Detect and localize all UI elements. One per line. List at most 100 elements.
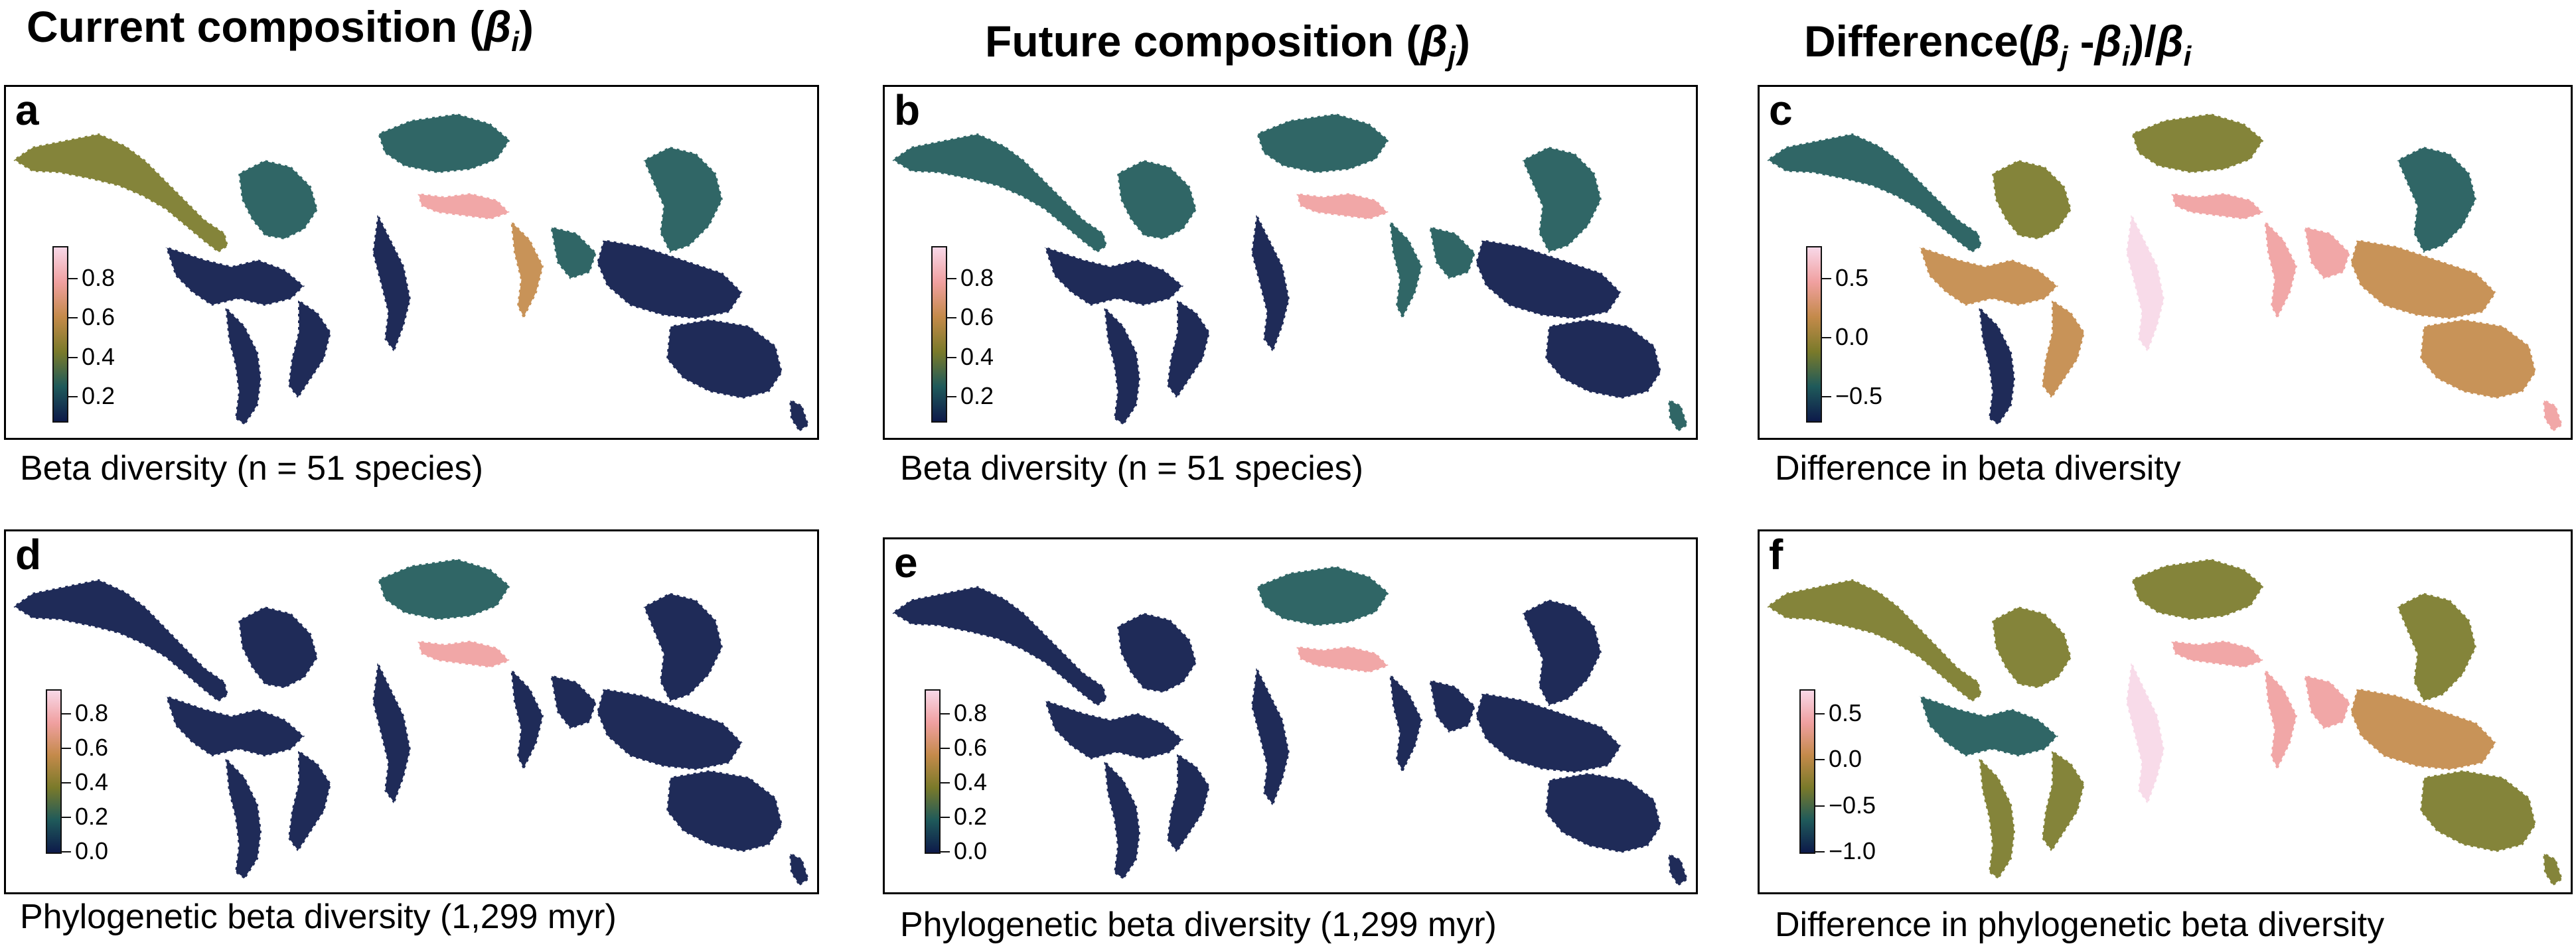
coastal-region-aus — [1544, 772, 1663, 854]
colorbar-tick-label: −0.5 — [1835, 382, 1883, 409]
colorbar-tick — [62, 713, 71, 714]
coastal-region-north — [376, 112, 512, 174]
coastal-region-north — [376, 557, 512, 622]
coastal-region-indo — [2349, 238, 2498, 320]
panel-caption: Difference in beta diversity — [1775, 449, 2181, 488]
colorbar-tick-label: 0.2 — [960, 382, 994, 409]
coastal-region-med — [2170, 639, 2266, 669]
coastal-region-easia — [2395, 591, 2478, 703]
colorbar-tick-label: 0.4 — [960, 342, 994, 370]
coastal-region-afe — [1388, 670, 1424, 776]
coastal-region-samw — [224, 754, 263, 881]
colorbar-tick — [941, 748, 950, 749]
coastal-region-med — [416, 639, 512, 669]
coastal-region-aus — [665, 318, 784, 400]
coastal-region-samw — [1102, 303, 1142, 427]
colorbar-tick — [947, 396, 956, 397]
colorbar-tick — [1815, 759, 1825, 761]
coastal-region-west — [889, 132, 1108, 254]
coastal-region-easia — [2395, 145, 2478, 254]
coastal-region-nz — [1667, 851, 1689, 888]
coastal-region-easia — [1521, 598, 1603, 708]
coastal-region-same — [1166, 750, 1211, 855]
panel-label: f — [1769, 531, 1783, 578]
map-panel-c: c 0.5 0.0 −0.5 — [1758, 85, 2573, 440]
colorbar-tick — [1822, 337, 1831, 338]
colorbar-tick-label: 0.4 — [954, 768, 988, 795]
column-title-future: Future composition (βj) — [985, 17, 1470, 72]
coastal-region-afw — [371, 209, 412, 355]
colorbar-tick — [947, 278, 956, 279]
colorbar-tick-label: 0.4 — [82, 342, 115, 370]
coastal-region-sasia — [2303, 224, 2352, 281]
coastal-region-indo — [1474, 691, 1623, 774]
panel-caption: Phylogenetic beta diversity (1,299 myr) — [20, 898, 617, 936]
panel-caption: Difference in phylogenetic beta diversit… — [1775, 906, 2385, 944]
colorbar-tick — [1815, 805, 1825, 807]
coastal-region-med — [1295, 192, 1391, 221]
colorbar-tick — [941, 782, 950, 783]
coastal-region-carib — [1917, 244, 2060, 307]
colorbar-tick-label: 0.5 — [1829, 699, 1862, 726]
colorbar-tick-label: 0.8 — [82, 264, 115, 291]
map-panel-e: e 0.8 0.6 0.4 0.2 0.0 — [883, 537, 1698, 894]
colorbar-tick-label: 0.2 — [954, 803, 988, 830]
world-map — [1764, 557, 2564, 888]
world-map — [1764, 112, 2564, 434]
coastal-region-nz — [2541, 850, 2564, 888]
colorbar — [925, 689, 941, 854]
coastal-region-west — [1764, 578, 1983, 703]
coastal-region-easia — [642, 145, 724, 254]
colorbar-tick — [941, 851, 950, 852]
coastal-region-eastna — [237, 159, 319, 241]
coastal-region-med — [416, 192, 512, 221]
colorbar-tick-label: −0.5 — [1829, 791, 1876, 819]
panel-caption: Phylogenetic beta diversity (1,299 myr) — [900, 906, 1497, 944]
colorbar — [1799, 689, 1815, 854]
coastal-region-eastna — [1991, 159, 2073, 241]
colorbar-tick — [62, 782, 71, 783]
coastal-region-north — [1255, 112, 1391, 174]
coastal-region-sasia — [2303, 673, 2352, 731]
coastal-region-same — [287, 748, 333, 854]
colorbar-tick-label: 0.2 — [82, 382, 115, 409]
coastal-region-easia — [1521, 145, 1603, 254]
coastal-region-same — [1166, 297, 1211, 401]
coastal-region-north — [1255, 565, 1391, 628]
world-map — [889, 565, 1689, 888]
coastal-region-afe — [2263, 665, 2299, 773]
colorbar-tick-label: 0.6 — [75, 734, 109, 761]
coastal-region-afe — [1388, 216, 1424, 322]
colorbar-tick — [68, 396, 78, 397]
colorbar-tick-label: 0.0 — [1829, 745, 1862, 773]
colorbar-tick-label: −1.0 — [1829, 837, 1876, 864]
colorbar-tick — [62, 817, 71, 818]
coastal-region-med — [2170, 192, 2266, 221]
colorbar-tick-label: 0.6 — [960, 303, 994, 331]
coastal-region-eastna — [237, 605, 319, 690]
coastal-region-aus — [2419, 318, 2538, 400]
coastal-region-indo — [1474, 238, 1623, 320]
coastal-region-same — [2040, 297, 2086, 401]
colorbar-tick — [1815, 713, 1825, 714]
colorbar-tick — [1822, 396, 1831, 397]
coastal-region-easia — [642, 591, 724, 703]
panel-label: a — [15, 86, 39, 134]
coastal-region-north — [2130, 112, 2265, 174]
colorbar-tick — [68, 356, 78, 358]
map-panel-f: f 0.5 0.0 −0.5 −1.0 — [1758, 529, 2573, 894]
coastal-region-samw — [1977, 303, 2016, 427]
colorbar-tick-label: 0.0 — [75, 837, 109, 864]
coastal-region-sasia — [549, 673, 598, 731]
coastal-region-afe — [2263, 216, 2299, 322]
colorbar-tick — [1822, 278, 1831, 279]
colorbar-tick-label: 0.8 — [954, 699, 988, 726]
colorbar-tick-label: 0.2 — [75, 803, 109, 830]
coastal-region-west — [11, 578, 230, 703]
colorbar-tick-label: 0.8 — [960, 264, 994, 291]
panel-label: c — [1769, 86, 1793, 134]
colorbar — [931, 246, 947, 423]
coastal-region-aus — [2419, 769, 2538, 853]
coastal-region-afw — [2125, 209, 2166, 355]
coastal-region-same — [2040, 748, 2086, 854]
